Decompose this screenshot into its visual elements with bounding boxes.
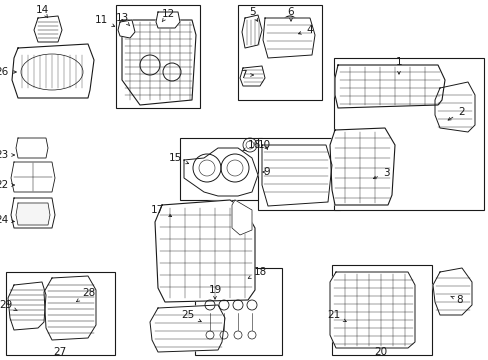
Text: 10: 10 [257, 140, 270, 150]
Text: 27: 27 [53, 347, 66, 357]
Polygon shape [16, 138, 48, 158]
Polygon shape [155, 200, 254, 302]
Polygon shape [11, 162, 55, 192]
Text: 13: 13 [115, 13, 129, 26]
Text: 5: 5 [248, 7, 257, 21]
Text: 2: 2 [447, 107, 464, 120]
Bar [331, 265, 431, 355]
Bar [195, 268, 282, 355]
Polygon shape [11, 198, 55, 228]
Polygon shape [263, 18, 314, 58]
Polygon shape [150, 305, 224, 352]
Polygon shape [262, 145, 331, 206]
Polygon shape [122, 20, 196, 105]
Text: 23: 23 [0, 150, 14, 160]
Text: 15: 15 [168, 153, 188, 164]
Bar [6, 272, 115, 355]
Polygon shape [156, 12, 180, 28]
Text: 7: 7 [240, 70, 253, 80]
Text: 9: 9 [263, 167, 269, 177]
Polygon shape [329, 128, 394, 205]
Polygon shape [242, 15, 262, 48]
Text: 1: 1 [395, 57, 402, 74]
Text: 25: 25 [182, 310, 201, 321]
Text: 18: 18 [248, 267, 267, 278]
Polygon shape [329, 272, 414, 348]
Text: 19: 19 [208, 285, 221, 299]
Polygon shape [183, 148, 258, 196]
Polygon shape [44, 276, 96, 340]
Text: 4: 4 [298, 25, 312, 35]
Text: 6: 6 [287, 7, 294, 21]
Polygon shape [12, 44, 94, 98]
Text: 26: 26 [0, 67, 16, 77]
Text: 17: 17 [150, 205, 171, 217]
Polygon shape [118, 20, 135, 38]
Text: 22: 22 [0, 180, 14, 190]
Bar [116, 5, 200, 108]
Bar [333, 58, 483, 210]
Polygon shape [434, 82, 474, 132]
Text: 12: 12 [161, 9, 174, 22]
Bar [258, 138, 339, 210]
Text: 20: 20 [374, 347, 387, 357]
Text: 21: 21 [326, 310, 346, 321]
Polygon shape [240, 66, 264, 86]
Bar [180, 138, 262, 200]
Text: 28: 28 [77, 288, 95, 302]
Text: 3: 3 [372, 168, 389, 179]
Polygon shape [231, 200, 251, 235]
Polygon shape [34, 16, 62, 42]
Text: 11: 11 [95, 15, 115, 27]
Text: 29: 29 [0, 300, 17, 311]
Text: 24: 24 [0, 215, 14, 225]
Text: 8: 8 [450, 295, 462, 305]
Text: 16: 16 [242, 140, 261, 151]
Text: 14: 14 [35, 5, 48, 18]
Polygon shape [432, 268, 471, 315]
Polygon shape [334, 65, 444, 108]
Polygon shape [8, 282, 46, 330]
Polygon shape [16, 203, 50, 225]
Bar [238, 5, 321, 100]
